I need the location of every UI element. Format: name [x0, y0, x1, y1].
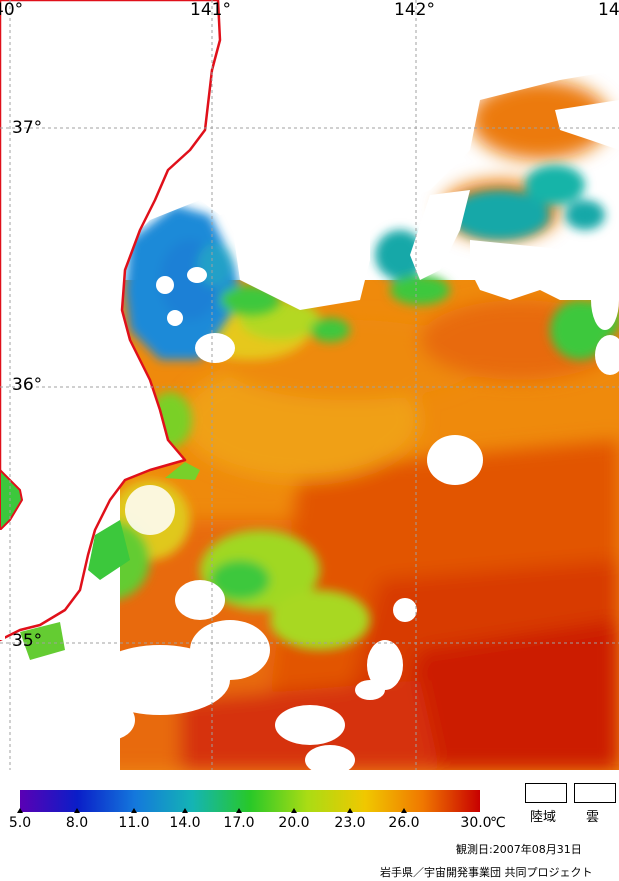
longitude-label-140: 40° — [0, 0, 24, 20]
scale-tick-mark — [74, 808, 80, 813]
scale-tick-mark — [131, 808, 137, 813]
scale-tick-mark — [347, 808, 353, 813]
longitude-label-141: 141° — [190, 0, 231, 20]
scale-tick-mark — [401, 808, 407, 813]
land-legend-swatch — [525, 783, 567, 803]
sst-map-svg — [0, 0, 619, 770]
scale-tick-11: 11.0 — [118, 815, 150, 831]
cloud-legend-label: 雲 — [586, 810, 600, 825]
scale-tick-26: 26.0 — [388, 815, 420, 831]
land — [0, 0, 222, 642]
cloud-legend-swatch — [574, 783, 616, 803]
coastal-waters — [20, 462, 200, 660]
coastline-honshu — [0, 0, 222, 642]
sst-map: 40° 141° 142° 14 37° 36° 35° — [0, 0, 619, 770]
scale-tick-8: 8.0 — [65, 815, 89, 831]
longitude-label-142: 142° — [394, 0, 435, 20]
lat-lon-grid — [0, 0, 619, 770]
scale-tick-20: 20.0 — [278, 815, 310, 831]
scale-tick-mark — [17, 808, 23, 813]
latitude-label-36: 36° — [12, 375, 43, 395]
scale-tick-mark — [291, 808, 297, 813]
observation-date: 観測日:2007年08月31日 — [456, 843, 582, 856]
scale-tick-30: 30.0 — [460, 815, 492, 831]
scale-tick-14: 14.0 — [169, 815, 201, 831]
scale-tick-17: 17.0 — [223, 815, 255, 831]
scale-tick-23: 23.0 — [334, 815, 366, 831]
longitude-label-143: 14 — [598, 0, 619, 20]
scale-unit: ℃ — [490, 815, 506, 831]
land-legend-label: 陸域 — [530, 810, 557, 825]
credit-text: 岩手県／宇宙開発事業団 共同プロジェクト — [380, 866, 593, 879]
scale-tick-mark — [182, 808, 188, 813]
scale-tick-mark — [236, 808, 242, 813]
temperature-color-scale — [20, 790, 480, 812]
scale-tick-5: 5.0 — [8, 815, 32, 831]
latitude-label-35: 35° — [12, 631, 43, 651]
inland-lake — [0, 468, 24, 532]
latitude-label-37: 37° — [12, 118, 43, 138]
